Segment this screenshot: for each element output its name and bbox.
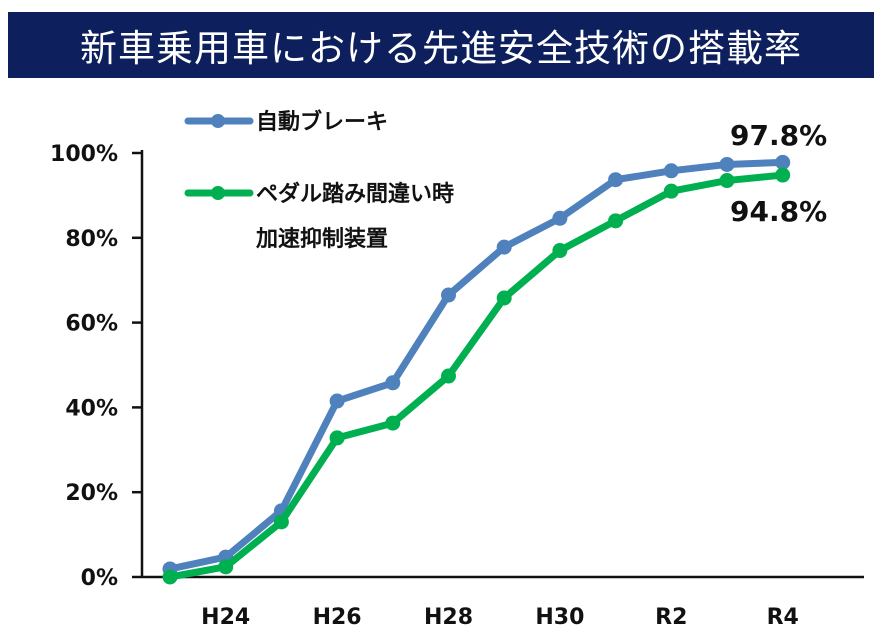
y-tick-label: 100% [50, 142, 118, 167]
series-pedal-misapplication [162, 167, 791, 585]
data-point [329, 430, 345, 446]
data-point [608, 172, 624, 188]
data-point [552, 243, 568, 259]
data-point [663, 183, 679, 199]
series-auto-brake [162, 154, 791, 577]
legend-item-pedal-misapplication: ペダル踏み間違い時 加速抑制装置 [184, 181, 454, 252]
y-tick-label: 40% [65, 396, 118, 421]
data-point [608, 213, 624, 229]
data-point [775, 167, 791, 183]
data-point [162, 569, 178, 585]
data-point [218, 559, 234, 575]
y-tick-label: 60% [65, 312, 118, 337]
y-tick-label: 20% [65, 481, 118, 506]
data-point [663, 163, 679, 179]
green-marker-icon [211, 186, 225, 200]
legend-label-pedal-line2: 加速抑制装置 [255, 226, 388, 252]
y-ticks: 0% 20% 40% 60% 80% 100% [50, 142, 142, 591]
legend: 自動ブレーキ ペダル踏み間違い時 加速抑制装置 [184, 109, 454, 252]
data-point [719, 156, 735, 172]
data-point [385, 415, 401, 431]
x-tick-label: H30 [535, 605, 584, 630]
data-point [273, 514, 289, 530]
data-point [496, 239, 512, 255]
legend-label-auto-brake: 自動ブレーキ [256, 109, 388, 135]
annotation-green-last: 94.8% [730, 195, 827, 228]
data-point [441, 287, 456, 303]
chart-title: 新車乗用車における先進安全技術の搭載率 [80, 27, 802, 70]
series-line [166, 171, 787, 581]
y-tick-label: 0% [81, 566, 118, 591]
x-tick-label: R4 [767, 605, 799, 630]
x-tick-label: H26 [313, 605, 362, 630]
data-point [775, 154, 791, 170]
x-tick-label: H28 [424, 605, 473, 630]
data-point [552, 210, 568, 226]
x-tick-label: R2 [655, 605, 687, 630]
legend-label-pedal-line1: ペダル踏み間違い時 [256, 181, 454, 207]
data-point [329, 393, 345, 409]
series-line [166, 158, 787, 573]
y-tick-label: 80% [65, 227, 118, 252]
x-ticks: H24 H26 H28 H30 R2 R4 [201, 605, 799, 630]
legend-item-auto-brake: 自動ブレーキ [184, 109, 388, 135]
annotation-blue-last: 97.8% [730, 119, 827, 152]
data-point [385, 375, 401, 391]
axes [140, 150, 864, 579]
data-point [496, 290, 512, 306]
data-point [719, 173, 735, 189]
x-tick-label: H24 [201, 605, 250, 630]
blue-marker-icon [211, 114, 225, 128]
title-banner: 新車乗用車における先進安全技術の搭載率 [8, 12, 874, 78]
series-lines [162, 154, 791, 585]
data-point [441, 368, 456, 384]
